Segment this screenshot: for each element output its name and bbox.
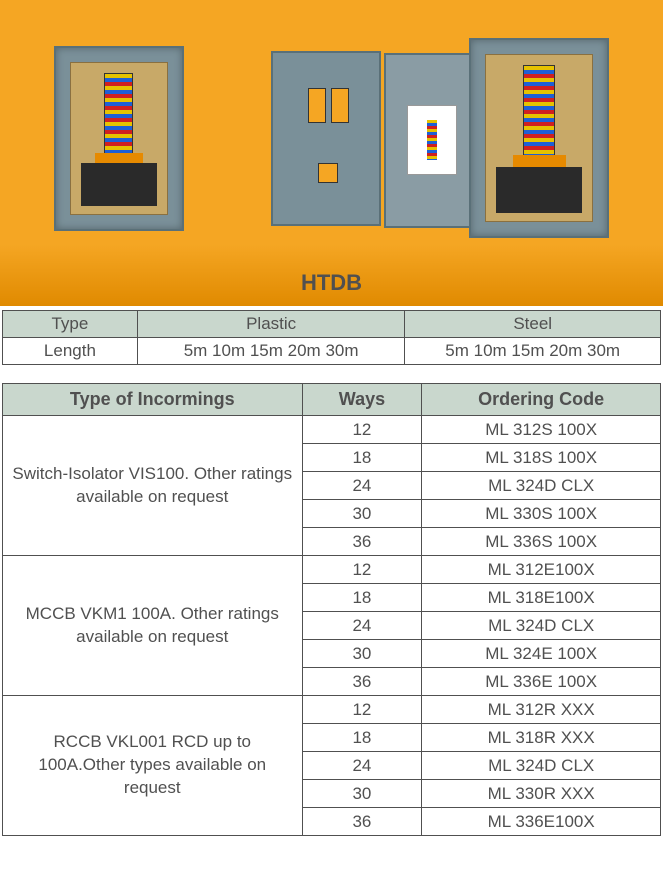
- hdr-ways: Ways: [302, 384, 422, 416]
- product-box-left: [54, 46, 184, 231]
- table-cell: ML 324D CLX: [422, 472, 661, 500]
- table-cell: 18: [302, 444, 422, 472]
- group2-desc: MCCB VKM1 100A. Other ratings available …: [3, 556, 303, 696]
- hero-image: HTDB: [0, 0, 663, 306]
- table-cell: 18: [302, 724, 422, 752]
- table-cell: ML 324D CLX: [422, 612, 661, 640]
- table-cell: ML 324D CLX: [422, 752, 661, 780]
- table-cell: 30: [302, 640, 422, 668]
- table-cell: 12: [302, 416, 422, 444]
- table-cell: ML 318S 100X: [422, 444, 661, 472]
- table-cell: ML 330R XXX: [422, 780, 661, 808]
- table-cell: 30: [302, 500, 422, 528]
- t1-plastic-header: Plastic: [137, 311, 405, 338]
- t1-plastic-lengths: 5m 10m 15m 20m 30m: [137, 338, 405, 365]
- table-cell: 24: [302, 472, 422, 500]
- table-cell: ML 324E 100X: [422, 640, 661, 668]
- table-cell: ML 336E 100X: [422, 668, 661, 696]
- group1-desc: Switch-Isolator VIS100. Other ratings av…: [3, 416, 303, 556]
- table-cell: ML 330S 100X: [422, 500, 661, 528]
- product-box-right: [469, 38, 609, 238]
- specs-table: Type Plastic Steel Length 5m 10m 15m 20m…: [2, 310, 661, 365]
- table-cell: 30: [302, 780, 422, 808]
- table-cell: 12: [302, 696, 422, 724]
- table-cell: 18: [302, 584, 422, 612]
- t1-type-label: Type: [3, 311, 138, 338]
- table-cell: ML 318E100X: [422, 584, 661, 612]
- t1-steel-lengths: 5m 10m 15m 20m 30m: [405, 338, 661, 365]
- table-cell: 36: [302, 668, 422, 696]
- group3-desc: RCCB VKL001 RCD up to 100A.Other types a…: [3, 696, 303, 836]
- table-cell: ML 312E100X: [422, 556, 661, 584]
- table-cell: ML 312S 100X: [422, 416, 661, 444]
- ordering-table: Type of Incormings Ways Ordering Code Sw…: [2, 383, 661, 836]
- table-cell: 12: [302, 556, 422, 584]
- hero-title: HTDB: [301, 270, 362, 296]
- table-cell: 36: [302, 528, 422, 556]
- t1-length-label: Length: [3, 338, 138, 365]
- table-cell: 36: [302, 808, 422, 836]
- table-cell: ML 312R XXX: [422, 696, 661, 724]
- table-cell: ML 336E100X: [422, 808, 661, 836]
- table-cell: 24: [302, 752, 422, 780]
- hdr-type: Type of Incormings: [3, 384, 303, 416]
- table-cell: 24: [302, 612, 422, 640]
- table-cell: ML 318R XXX: [422, 724, 661, 752]
- hdr-code: Ordering Code: [422, 384, 661, 416]
- table-cell: ML 336S 100X: [422, 528, 661, 556]
- product-door-center: [271, 51, 381, 226]
- t1-steel-header: Steel: [405, 311, 661, 338]
